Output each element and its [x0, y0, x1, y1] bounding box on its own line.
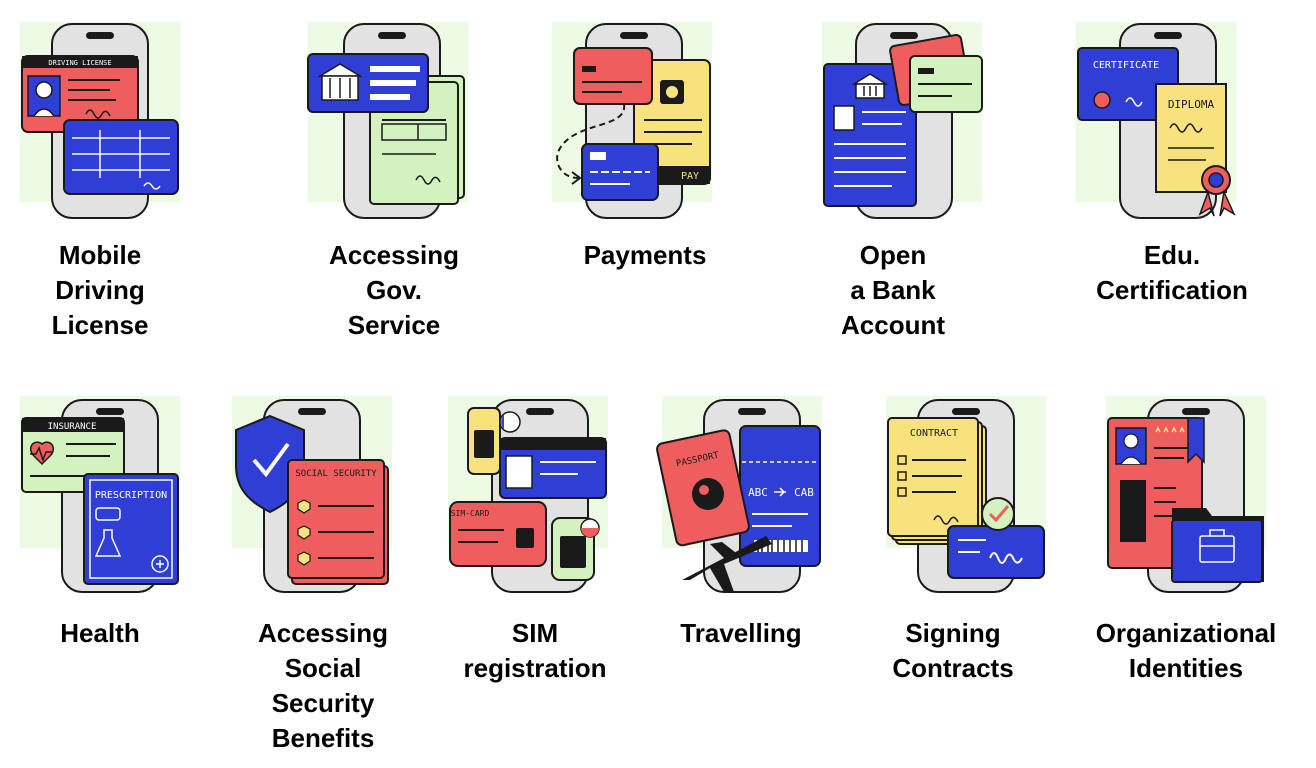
checkmark-icon: CONTRACT: [886, 396, 1046, 593]
tile-open-bank-account: [822, 20, 992, 220]
svg-text:SOCIAL SECURITY: SOCIAL SECURITY: [295, 469, 377, 479]
bank-icon: [822, 22, 983, 219]
svg-text:ABC: ABC: [748, 486, 768, 499]
tile-signing-contracts: CONTRACT: [886, 396, 1056, 596]
svg-text:CONTRACT: CONTRACT: [910, 428, 958, 439]
diploma-icon: CERTIFICATE DIPLOMA: [1076, 22, 1236, 219]
label-edu-certification: Edu. Certification: [1096, 240, 1248, 305]
svg-text:INSURANCE: INSURANCE: [48, 422, 97, 432]
svg-text:DIPLOMA: DIPLOMA: [1168, 98, 1215, 111]
label-signing-contracts: Signing Contracts: [892, 618, 1014, 683]
sim-card-icon: SIM-CARD: [448, 396, 608, 593]
label-travelling: Travelling: [680, 618, 802, 648]
label-accessing-social-security: Accessing Social Security Benefits: [257, 618, 389, 753]
tile-accessing-gov-service: [306, 20, 476, 220]
briefcase-icon: [1106, 396, 1266, 593]
tile-payments: PAY: [552, 20, 722, 220]
svg-text:DRIVING LICENSE: DRIVING LICENSE: [48, 59, 111, 67]
label-sim-registration: SIM registration: [463, 618, 607, 683]
driving-license-icon: DRIVING LICENSE: [20, 22, 180, 219]
label-payments: Payments: [583, 240, 707, 270]
svg-text:PAY: PAY: [681, 171, 699, 182]
tile-organizational-identities: [1106, 396, 1276, 596]
label-organizational-identities: Organizational Identities: [1095, 618, 1277, 683]
tile-sim-registration: SIM-CARD: [448, 396, 618, 596]
tile-mobile-driving-license: DRIVING LICENSE: [20, 20, 190, 220]
label-mobile-driving-license: Mobile Driving License: [51, 240, 149, 340]
svg-text:CERTIFICATE: CERTIFICATE: [1093, 60, 1159, 71]
tile-edu-certification: CERTIFICATE DIPLOMA: [1076, 20, 1246, 220]
tile-accessing-social-security: SOCIAL SECURITY: [232, 396, 402, 596]
label-health: Health: [60, 618, 140, 648]
government-building-icon: [307, 22, 468, 219]
svg-text:PRESCRIPTION: PRESCRIPTION: [95, 490, 167, 501]
svg-text:SIM-CARD: SIM-CARD: [451, 509, 490, 518]
wallet-icon: PAY: [552, 22, 712, 219]
label-open-bank-account: Open a Bank Account: [841, 240, 945, 340]
shield-check-icon: SOCIAL SECURITY: [232, 396, 392, 593]
airplane-icon: ABC CAB PASSPORT: [656, 396, 822, 593]
heart-icon: INSURANCE PRESCRIPTION: [20, 396, 180, 593]
tile-travelling: ABC CAB PASSPORT: [656, 396, 832, 596]
svg-text:CAB: CAB: [794, 486, 814, 499]
label-accessing-gov-service: Accessing Gov. Service: [328, 240, 460, 340]
tile-health: INSURANCE PRESCRIPTION: [20, 396, 190, 596]
